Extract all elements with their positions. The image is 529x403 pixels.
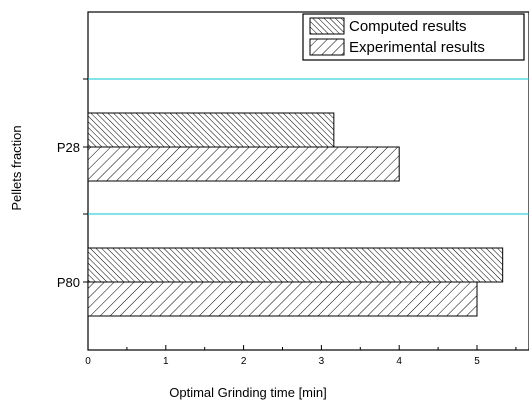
bars bbox=[87, 112, 504, 317]
bar-p80-computed bbox=[87, 247, 504, 283]
bar-p28-experimental bbox=[87, 146, 400, 182]
legend-swatch bbox=[309, 38, 345, 56]
x-tick-label: 1 bbox=[163, 356, 169, 367]
category-separators bbox=[88, 78, 529, 215]
category-label-p28: P28 bbox=[57, 140, 80, 155]
x-tick-label: 3 bbox=[319, 356, 325, 367]
legend: Computed results Experimental results bbox=[302, 13, 525, 61]
y-axis-title: Pellets fraction bbox=[9, 125, 24, 210]
x-tick-label: 2 bbox=[241, 356, 247, 367]
category-label-p80: P80 bbox=[57, 275, 80, 290]
legend-label: Computed results bbox=[349, 18, 467, 35]
bar-p80-experimental bbox=[87, 281, 478, 317]
x-tick-label: 0 bbox=[85, 356, 91, 367]
plot-area: 0 1 2 3 4 5 P80 P28 bbox=[57, 11, 529, 367]
y-axis-ticks: P80 P28 bbox=[57, 78, 88, 290]
legend-label: Experimental results bbox=[349, 39, 485, 56]
legend-swatch bbox=[309, 17, 345, 35]
bar-p28-computed bbox=[87, 112, 335, 148]
x-axis-ticks: 0 1 2 3 4 5 bbox=[85, 345, 517, 367]
x-tick-label: 5 bbox=[474, 356, 480, 367]
x-tick-label: 4 bbox=[396, 356, 402, 367]
x-axis-title: Optimal Grinding time [min] bbox=[169, 385, 327, 400]
